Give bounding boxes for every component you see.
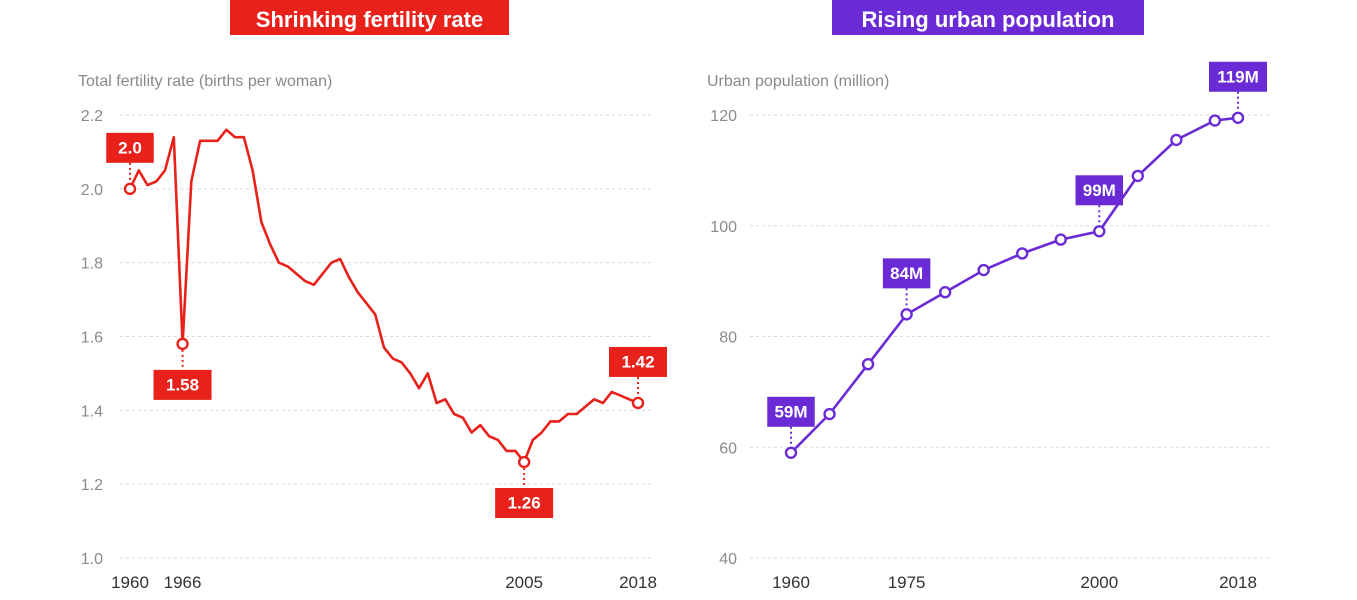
x-tick-label: 2018 bbox=[619, 573, 657, 592]
annotation-box bbox=[609, 346, 667, 377]
highlight-point bbox=[176, 337, 189, 351]
highlight-point bbox=[517, 455, 531, 469]
data-point bbox=[1131, 169, 1145, 183]
x-tick-label: 1960 bbox=[772, 573, 810, 592]
data-point bbox=[977, 263, 990, 277]
chart-title-box bbox=[230, 0, 509, 35]
annotation-label: 1.58 bbox=[166, 375, 199, 394]
data-point bbox=[861, 357, 875, 371]
annotation-label: 84M bbox=[890, 264, 923, 283]
y-tick-label: 80 bbox=[719, 330, 737, 347]
y-tick-label: 100 bbox=[710, 219, 737, 236]
data-point bbox=[1093, 225, 1106, 238]
x-tick-label: 2018 bbox=[1219, 573, 1257, 592]
x-tick-label: 1966 bbox=[164, 573, 202, 592]
annotation-label: 1.26 bbox=[508, 494, 541, 513]
annotation-label: 59M bbox=[774, 402, 807, 421]
highlight-annotation: 1.26 bbox=[495, 455, 554, 519]
y-tick-label: 1.8 bbox=[81, 256, 103, 273]
annotation-label: 1.42 bbox=[621, 352, 654, 371]
data-point bbox=[784, 446, 798, 459]
chart-fertility: Shrinking fertility rate Total fertility … bbox=[78, 0, 667, 592]
x-tick-label: 2005 bbox=[505, 573, 543, 592]
annotation-box bbox=[106, 132, 154, 163]
data-point bbox=[823, 407, 836, 421]
annotation-label: 2.0 bbox=[118, 138, 142, 157]
x-tick-label: 1960 bbox=[111, 573, 149, 592]
data-point bbox=[1208, 114, 1222, 127]
annotation-box bbox=[495, 488, 554, 519]
chart-title-box bbox=[832, 0, 1144, 35]
chart-title-text: Shrinking fertility rate bbox=[256, 7, 483, 32]
highlight-annotation: 119M bbox=[1209, 61, 1267, 112]
highlight-point bbox=[123, 182, 137, 196]
x-tick-label: 1975 bbox=[888, 573, 926, 592]
y-tick-label: 1.4 bbox=[81, 403, 103, 420]
series-line bbox=[789, 116, 1240, 455]
y-tick-label: 40 bbox=[719, 551, 737, 568]
y-axis-label: Urban population (million) bbox=[707, 73, 889, 90]
y-tick-label: 2.2 bbox=[81, 108, 103, 125]
chart-urban: Rising urban population Urban population … bbox=[707, 0, 1270, 592]
data-point bbox=[1016, 247, 1029, 260]
data-point bbox=[1231, 111, 1245, 124]
highlight-annotation: 59M bbox=[767, 396, 815, 447]
y-tick-label: 60 bbox=[719, 440, 737, 457]
data-point bbox=[1054, 233, 1067, 246]
annotation-label: 99M bbox=[1083, 181, 1116, 200]
chart-title: Shrinking fertility rate bbox=[230, 0, 509, 35]
data-point bbox=[900, 308, 913, 321]
y-tick-label: 1.0 bbox=[81, 551, 103, 568]
data-point bbox=[938, 286, 952, 299]
data-point bbox=[1170, 133, 1183, 147]
annotation-box bbox=[1075, 175, 1124, 206]
highlight-annotation: 84M bbox=[882, 258, 931, 309]
annotation-box bbox=[882, 258, 931, 289]
y-tick-label: 1.6 bbox=[81, 330, 103, 347]
annotation-box bbox=[767, 396, 815, 427]
y-tick-label: 120 bbox=[710, 108, 737, 125]
x-tick-label: 2000 bbox=[1080, 573, 1118, 592]
highlight-annotation: 99M bbox=[1075, 175, 1124, 226]
annotation-box bbox=[153, 369, 212, 400]
highlight-annotation: 2.0 bbox=[106, 132, 154, 196]
series-line bbox=[128, 128, 640, 464]
chart-title-text: Rising urban population bbox=[862, 7, 1115, 32]
y-tick-label: 1.2 bbox=[81, 477, 103, 494]
y-tick-label: 2.0 bbox=[81, 182, 103, 199]
annotation-box bbox=[1209, 61, 1267, 92]
chart-title: Rising urban population bbox=[832, 0, 1144, 35]
highlight-annotation: 1.58 bbox=[153, 337, 212, 400]
y-axis-label: Total fertility rate (births per woman) bbox=[78, 73, 332, 90]
highlight-annotation: 1.42 bbox=[609, 346, 667, 410]
annotation-label: 119M bbox=[1217, 67, 1259, 86]
highlight-point bbox=[631, 396, 645, 410]
